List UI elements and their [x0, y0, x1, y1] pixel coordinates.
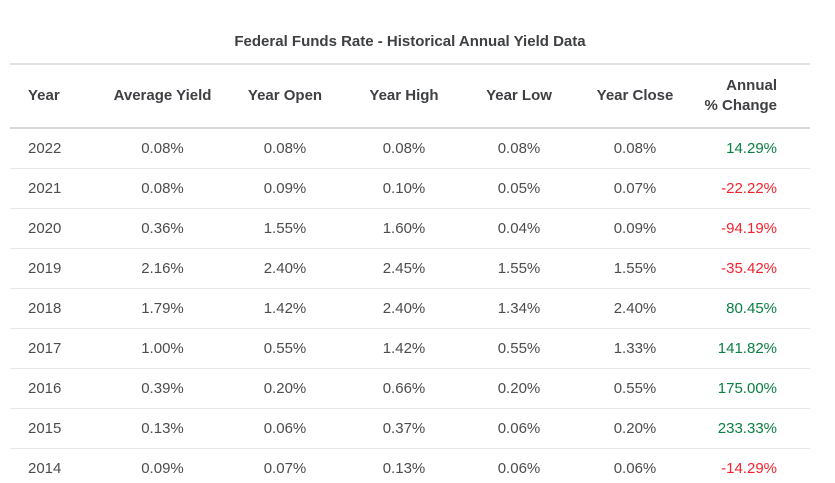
cell-year-low: 0.08% [497, 140, 541, 157]
cell-year-close: 0.08% [613, 140, 657, 157]
cell-year-low: 0.06% [463, 408, 575, 449]
column-header-annual-change: Annual % Change [695, 64, 810, 129]
cell-year-low: 0.05% [463, 168, 575, 209]
cell-year: 2019 [10, 248, 100, 289]
column-header-year-close: Year Close [575, 64, 695, 129]
cell-average-yield: 0.09% [100, 448, 225, 483]
cell-year-open: 0.09% [225, 168, 345, 209]
cell-year-open: 2.40% [225, 248, 345, 289]
table-row: 2018 1.79% 1.42% 2.40% 1.34% 2.40% 80.45… [10, 288, 810, 329]
annual-change-header-line1: Annual [726, 77, 777, 94]
cell-year-high: 1.42% [345, 328, 463, 369]
cell-year: 2017 [10, 328, 100, 369]
cell-year-close: 0.55% [575, 368, 695, 409]
cell-average-yield: 0.13% [100, 408, 225, 449]
cell-year: 2016 [10, 368, 100, 409]
cell-year-high: 0.37% [345, 408, 463, 449]
column-header-year-high: Year High [345, 64, 463, 129]
cell-year-close: 2.40% [575, 288, 695, 329]
cell-year-close: 0.06% [575, 448, 695, 483]
cell-annual-change: -94.19% [695, 208, 810, 249]
header-row: Year Average Yield Year Open Year High Y… [10, 64, 810, 129]
cell-year-open: 0.07% [225, 448, 345, 483]
cell-year-close: 0.09% [575, 208, 695, 249]
cell-year-high: 0.10% [345, 168, 463, 209]
table-row: 2016 0.39% 0.20% 0.66% 0.20% 0.55% 175.0… [10, 368, 810, 409]
table-row: 2022 0.08% 0.08% 0.08% 0.08% 0.08% 14.29… [10, 128, 810, 169]
cell-average-yield: 0.36% [100, 208, 225, 249]
page-title: Federal Funds Rate - Historical Annual Y… [234, 33, 586, 50]
cell-year-close: 1.33% [575, 328, 695, 369]
cell-year-open: 1.42% [225, 288, 345, 329]
cell-year: 2022 [28, 140, 62, 157]
cell-year-low: 0.06% [463, 448, 575, 483]
cell-average-yield: 0.39% [100, 368, 225, 409]
cell-average-yield: 1.79% [100, 288, 225, 329]
table-row: 2019 2.16% 2.40% 2.45% 1.55% 1.55% -35.4… [10, 248, 810, 289]
column-header-average-yield: Average Yield [100, 64, 225, 129]
cell-year-open: 0.08% [263, 140, 307, 157]
cell-year: 2020 [10, 208, 100, 249]
table-row: 2015 0.13% 0.06% 0.37% 0.06% 0.20% 233.3… [10, 408, 810, 449]
cell-average-yield: 0.08% [141, 140, 184, 157]
cell-year-close: 0.20% [575, 408, 695, 449]
cell-average-yield: 0.08% [100, 168, 225, 209]
table-row: 2014 0.09% 0.07% 0.13% 0.06% 0.06% -14.2… [10, 448, 810, 483]
cell-year: 2018 [10, 288, 100, 329]
cell-year-high: 2.45% [345, 248, 463, 289]
cell-year: 2021 [10, 168, 100, 209]
cell-average-yield: 2.16% [100, 248, 225, 289]
cell-annual-change: 141.82% [695, 328, 810, 369]
cell-year-close: 1.55% [575, 248, 695, 289]
cell-annual-change: 233.33% [695, 408, 810, 449]
cell-year-high: 1.60% [345, 208, 463, 249]
table-row: 2020 0.36% 1.55% 1.60% 0.04% 0.09% -94.1… [10, 208, 810, 249]
column-header-year: Year [10, 64, 100, 129]
cell-annual-change: -35.42% [695, 248, 810, 289]
column-header-year-open: Year Open [225, 64, 345, 129]
yield-data-table: Year Average Yield Year Open Year High Y… [10, 63, 810, 483]
cell-year-low: 0.04% [463, 208, 575, 249]
cell-year-open: 1.55% [225, 208, 345, 249]
cell-year-high: 2.40% [345, 288, 463, 329]
cell-year-open: 0.06% [225, 408, 345, 449]
table-row: 2021 0.08% 0.09% 0.10% 0.05% 0.07% -22.2… [10, 168, 810, 209]
cell-annual-change: 175.00% [695, 368, 810, 409]
cell-annual-change: 80.45% [695, 288, 810, 329]
cell-year-open: 0.20% [225, 368, 345, 409]
cell-year-low: 0.20% [463, 368, 575, 409]
cell-year-close: 0.07% [575, 168, 695, 209]
cell-year-high: 0.13% [345, 448, 463, 483]
cell-annual-change: -22.22% [695, 168, 810, 209]
table-row: 2017 1.00% 0.55% 1.42% 0.55% 1.33% 141.8… [10, 328, 810, 369]
cell-year-high: 0.66% [345, 368, 463, 409]
cell-annual-change: -14.29% [695, 448, 810, 483]
annual-change-header-line2: % Change [704, 97, 777, 114]
cell-year-low: 1.55% [463, 248, 575, 289]
cell-year: 2015 [10, 408, 100, 449]
cell-year-high: 0.08% [382, 140, 426, 157]
cell-year: 2014 [10, 448, 100, 483]
cell-year-open: 0.55% [225, 328, 345, 369]
cell-year-low: 0.55% [463, 328, 575, 369]
cell-annual-change: 14.29% [726, 140, 777, 157]
cell-average-yield: 1.00% [100, 328, 225, 369]
column-header-year-low: Year Low [463, 64, 575, 129]
cell-year-low: 1.34% [463, 288, 575, 329]
